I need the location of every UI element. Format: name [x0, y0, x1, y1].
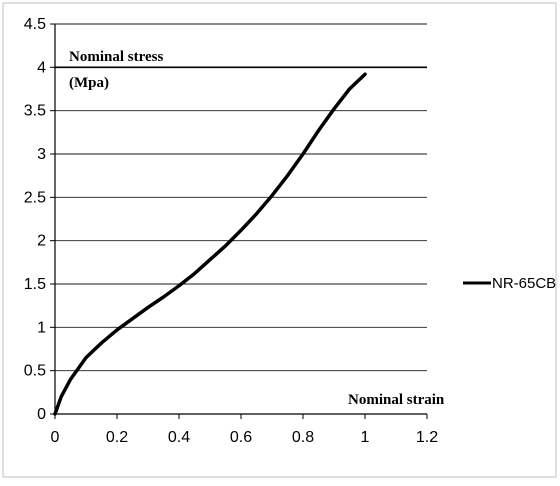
y-axis-label: Nominal stress: [69, 49, 163, 65]
x-tick-label-1: 0.2: [106, 429, 128, 446]
y-tick-label-5: 2.5: [24, 189, 46, 206]
y-tick-label-7: 3.5: [24, 103, 46, 120]
chart-border: [2, 2, 557, 478]
y-tick-label-3: 1.5: [24, 276, 46, 293]
x-tick-label-4: 0.8: [292, 429, 314, 446]
x-tick-label-2: 0.4: [168, 429, 190, 446]
y-tick-label-2: 1: [37, 319, 46, 336]
legend-label: NR-65CB: [492, 275, 556, 292]
axes: [50, 23, 428, 419]
legend: NR-65CB: [463, 275, 556, 292]
y-tick-label-0: 0: [37, 406, 46, 423]
y-axis-unit: (Mpa): [69, 75, 109, 91]
y-tick-label-6: 3: [37, 146, 46, 163]
gridlines: [55, 23, 427, 372]
y-tick-label-1: 0.5: [24, 363, 46, 380]
x-tick-label-5: 1: [361, 429, 370, 446]
x-axis-label: Nominal strain: [348, 392, 445, 408]
y-tick-label-9: 4.5: [24, 16, 46, 33]
y-tick-label-8: 4: [37, 59, 46, 76]
x-tick-label-0: 0: [51, 429, 60, 446]
series-line-0: [53, 72, 367, 416]
series-lines: [53, 72, 367, 416]
tick-labels: 0 0.5 1 1.5 2 2.5 3 3.5 4 4.5 0 0.2 0.4 0.6 0.8 1 1.2: [24, 16, 438, 446]
x-tick-label-6: 1.2: [416, 429, 438, 446]
x-tick-label-3: 0.6: [230, 429, 252, 446]
y-tick-label-4: 2: [37, 233, 46, 250]
